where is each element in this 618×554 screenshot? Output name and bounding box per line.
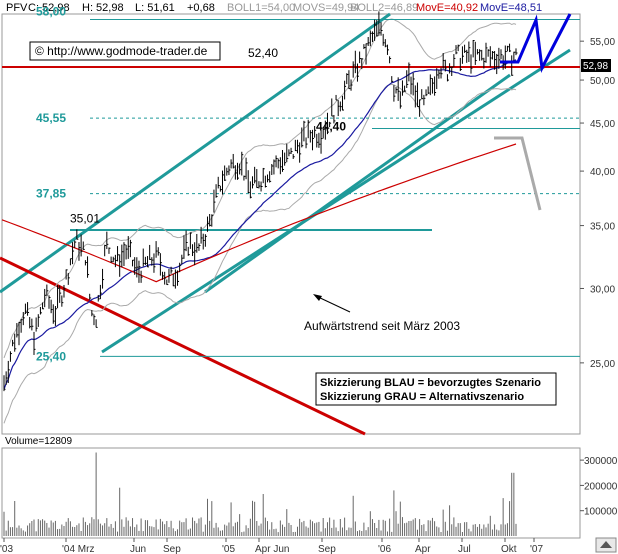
time-tick-label: Sep: [318, 544, 336, 554]
time-tick-label: '06: [378, 544, 391, 554]
time-tick-label: '04 Mrz: [62, 544, 94, 554]
level-label: 37,85: [36, 187, 66, 201]
price-tick-label: 55,00: [590, 37, 615, 48]
support-resistance-levels: [90, 19, 580, 357]
price-tick-label: 35,00: [590, 222, 615, 233]
time-tick-label: Sep: [163, 544, 181, 554]
price-tick-label: 40,00: [590, 167, 615, 178]
time-tick-label: Okt: [501, 544, 517, 554]
level-label: 35,01: [70, 212, 100, 226]
legend-grey-text: Skizzierung GRAU = Alternativszenario: [320, 391, 524, 403]
time-tick-label: Apr: [415, 544, 431, 554]
last-price-label: 52,98: [583, 61, 608, 72]
level-label: 25,40: [36, 349, 66, 363]
price-tick-label: 45,00: [590, 119, 615, 130]
level-label: 45,55: [36, 111, 66, 125]
trend-arrow-head: [313, 294, 322, 301]
moving-averages: [1, 59, 517, 390]
volume-axis: 100000 200000 300000: [580, 456, 618, 518]
chart-header: PFV C: 52,98 H: 52,98 L: 51,61 +0,68 BOL…: [6, 2, 542, 14]
downtrend-line: [0, 256, 366, 436]
time-tick-label: '07: [530, 544, 543, 554]
move-long-line: [1, 143, 517, 283]
level-label: 44,40: [316, 120, 346, 134]
movs-line: [3, 59, 517, 390]
price-tick-label: 50,00: [590, 76, 615, 87]
time-tick-label: '05: [222, 544, 235, 554]
time-tick-label: Jun: [130, 544, 146, 554]
scroll-corner-icon[interactable]: [595, 537, 617, 553]
time-tick-label: Jul: [458, 544, 471, 554]
level-label: 58,00: [36, 5, 66, 19]
trend-arrow-shaft: [315, 295, 351, 313]
level-labels: 58,00 52,40 45,55 44,40 37,85 35,01 25,40: [36, 5, 346, 364]
copyright-text: © http://www.godmode-trader.de: [35, 44, 208, 58]
header-move1: MovE=40,92: [416, 2, 478, 14]
trend-lines: [0, 12, 580, 436]
header-high: H: 52,98: [82, 2, 124, 14]
volume-tick-label: 200000: [584, 481, 618, 492]
volume-bars: [3, 452, 517, 536]
level-label: 52,40: [248, 46, 278, 60]
time-axis: '03 '04 Mrz Jun Sep '05 Apr Jun Sep '06 Apr Jul Ok…: [0, 538, 543, 554]
scenario-blue-path: [500, 13, 572, 73]
bollinger-bands: [3, 18, 517, 424]
volume-label: Volume=12809: [5, 436, 72, 447]
price-tick-label: 30,00: [590, 285, 615, 296]
price-tick-label: 25,00: [590, 359, 615, 370]
volume-panel-frame: [1, 447, 581, 539]
header-ticker: PFV: [6, 2, 28, 14]
header-change: +0,68: [187, 2, 215, 14]
copyright-box: [29, 41, 221, 61]
header-close: C: 52,98: [28, 2, 70, 14]
bollinger-upper: [3, 18, 517, 359]
scenario-sketches: [494, 13, 572, 211]
scenario-grey-path: [494, 136, 542, 211]
price-series: [3, 11, 518, 392]
bollinger-lower: [3, 83, 517, 424]
last-price-box: [581, 59, 611, 72]
channel-upper-line: [0, 12, 391, 294]
volume-tick-label: 300000: [584, 456, 618, 467]
volume-tick-label: 100000: [584, 507, 618, 518]
trend-annotation: Aufwärtstrend seit März 2003: [304, 319, 460, 333]
header-boll2: BOLL2=46,89: [350, 2, 418, 14]
channel-lower-line: [101, 48, 571, 354]
header-move2: MovE=48,51: [480, 2, 542, 14]
price-axis: 25,00 30,00 35,00 40,00 45,00 50,00 55,00: [580, 37, 615, 370]
header-movs: MOVS=49,94: [293, 2, 359, 14]
time-tick-label: '03: [0, 544, 13, 554]
time-tick-label: Apr Jun: [255, 544, 289, 554]
scenario-legend-box: [315, 372, 557, 406]
header-low: L: 51,61: [135, 2, 175, 14]
price-panel-frame: [1, 13, 581, 435]
header-boll1: BOLL1=54,00: [227, 2, 295, 14]
legend-blue-text: Skizzierung BLAU = bevorzugtes Szenario: [320, 377, 541, 389]
